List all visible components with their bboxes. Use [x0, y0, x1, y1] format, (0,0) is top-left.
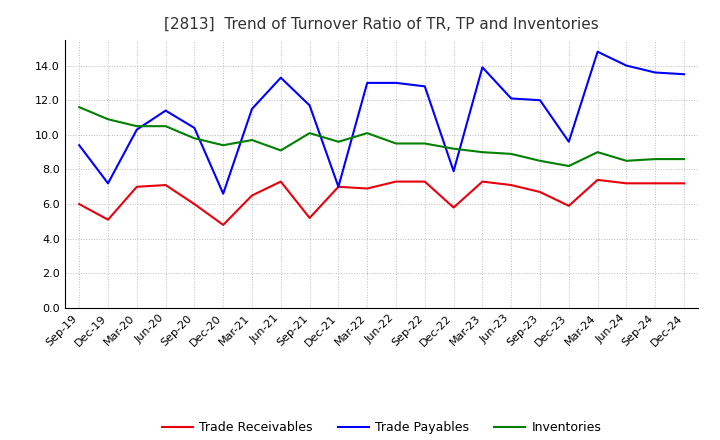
Inventories — [305, 131, 314, 136]
Inventories — [420, 141, 429, 146]
Inventories — [392, 141, 400, 146]
Trade Payables — [219, 191, 228, 196]
Trade Receivables — [449, 205, 458, 210]
Trade Payables — [507, 96, 516, 101]
Line: Inventories: Inventories — [79, 107, 684, 166]
Trade Receivables — [622, 181, 631, 186]
Trade Payables — [622, 63, 631, 68]
Trade Payables — [248, 106, 256, 111]
Trade Payables — [334, 184, 343, 190]
Inventories — [104, 117, 112, 122]
Trade Receivables — [478, 179, 487, 184]
Inventories — [132, 124, 141, 129]
Trade Payables — [132, 127, 141, 132]
Trade Receivables — [161, 183, 170, 188]
Trade Payables — [449, 169, 458, 174]
Trade Receivables — [248, 193, 256, 198]
Trade Payables — [75, 143, 84, 148]
Trade Payables — [104, 181, 112, 186]
Inventories — [161, 124, 170, 129]
Inventories — [536, 158, 544, 163]
Trade Receivables — [190, 202, 199, 207]
Trade Payables — [190, 125, 199, 131]
Legend: Trade Receivables, Trade Payables, Inventories: Trade Receivables, Trade Payables, Inven… — [157, 416, 606, 439]
Trade Receivables — [276, 179, 285, 184]
Trade Payables — [392, 80, 400, 85]
Inventories — [680, 157, 688, 162]
Trade Receivables — [536, 189, 544, 194]
Inventories — [564, 163, 573, 169]
Trade Receivables — [651, 181, 660, 186]
Trade Receivables — [363, 186, 372, 191]
Trade Payables — [536, 98, 544, 103]
Inventories — [219, 143, 228, 148]
Trade Receivables — [132, 184, 141, 190]
Inventories — [449, 146, 458, 151]
Trade Receivables — [420, 179, 429, 184]
Inventories — [593, 150, 602, 155]
Inventories — [363, 131, 372, 136]
Inventories — [622, 158, 631, 163]
Trade Payables — [276, 75, 285, 81]
Trade Payables — [363, 80, 372, 85]
Trade Receivables — [680, 181, 688, 186]
Trade Receivables — [593, 177, 602, 183]
Inventories — [478, 150, 487, 155]
Trade Receivables — [305, 215, 314, 220]
Inventories — [75, 104, 84, 110]
Line: Trade Receivables: Trade Receivables — [79, 180, 684, 225]
Inventories — [190, 136, 199, 141]
Trade Receivables — [75, 202, 84, 207]
Trade Payables — [478, 65, 487, 70]
Trade Receivables — [392, 179, 400, 184]
Inventories — [248, 137, 256, 143]
Inventories — [651, 157, 660, 162]
Trade Payables — [564, 139, 573, 144]
Inventories — [334, 139, 343, 144]
Line: Trade Payables: Trade Payables — [79, 52, 684, 194]
Trade Receivables — [564, 203, 573, 209]
Trade Receivables — [219, 222, 228, 227]
Trade Receivables — [507, 183, 516, 188]
Trade Payables — [680, 72, 688, 77]
Trade Payables — [161, 108, 170, 113]
Inventories — [276, 148, 285, 153]
Trade Receivables — [334, 184, 343, 190]
Trade Payables — [593, 49, 602, 55]
Inventories — [507, 151, 516, 157]
Title: [2813]  Trend of Turnover Ratio of TR, TP and Inventories: [2813] Trend of Turnover Ratio of TR, TP… — [164, 16, 599, 32]
Trade Payables — [305, 103, 314, 108]
Trade Receivables — [104, 217, 112, 222]
Trade Payables — [651, 70, 660, 75]
Trade Payables — [420, 84, 429, 89]
